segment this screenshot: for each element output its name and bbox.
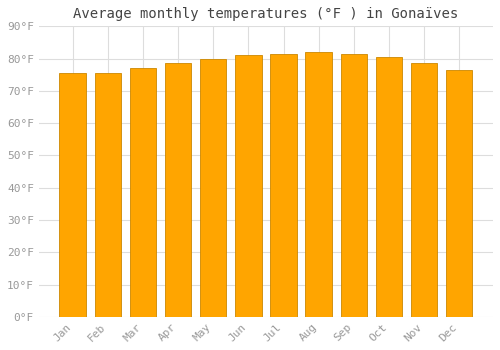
Bar — [340, 54, 367, 317]
Bar — [130, 68, 156, 317]
Bar — [270, 54, 296, 317]
Bar — [94, 73, 121, 317]
Bar — [306, 52, 332, 317]
Bar — [165, 63, 191, 317]
Bar — [376, 57, 402, 317]
Bar — [411, 63, 438, 317]
Title: Average monthly temperatures (°F ) in Gonaïves: Average monthly temperatures (°F ) in Go… — [74, 7, 458, 21]
Bar — [200, 58, 226, 317]
Bar — [446, 70, 472, 317]
Bar — [235, 55, 262, 317]
Bar — [60, 73, 86, 317]
